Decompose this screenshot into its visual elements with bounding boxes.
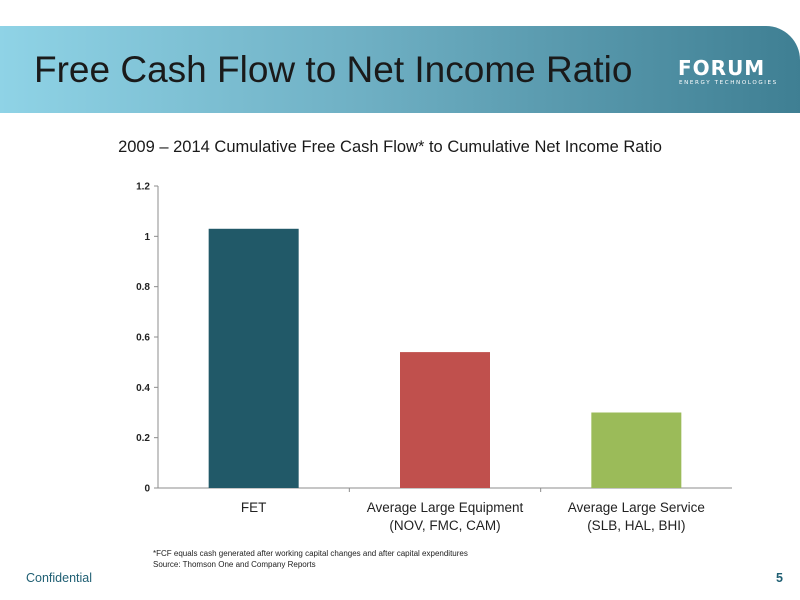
bar bbox=[591, 412, 682, 488]
x-tick-label: Average Large Equipment bbox=[367, 500, 524, 515]
x-tick-label: (SLB, HAL, BHI) bbox=[587, 518, 685, 533]
y-tick-label: 0 bbox=[144, 484, 150, 495]
x-tick-label: FET bbox=[241, 500, 267, 515]
page-number: 5 bbox=[776, 571, 783, 585]
y-tick-label: 0.6 bbox=[136, 333, 150, 344]
y-tick-label: 0.4 bbox=[136, 383, 150, 394]
x-tick-label: (NOV, FMC, CAM) bbox=[389, 518, 500, 533]
y-tick-label: 1.2 bbox=[136, 182, 150, 193]
y-tick-label: 1 bbox=[144, 232, 150, 243]
confidential-label: Confidential bbox=[26, 571, 93, 585]
footnote-fcf: *FCF equals cash generated after working… bbox=[153, 549, 468, 558]
title-banner bbox=[0, 26, 800, 113]
bar bbox=[400, 352, 490, 488]
logo-wordmark: FORUM bbox=[678, 56, 766, 80]
x-tick-label: Average Large Service bbox=[568, 500, 705, 515]
logo-tagline: ENERGY TECHNOLOGIES bbox=[679, 80, 778, 86]
y-tick-label: 0.2 bbox=[136, 433, 150, 444]
y-tick-label: 0.8 bbox=[136, 282, 150, 293]
forum-logo: FORUM ENERGY TECHNOLOGIES bbox=[678, 58, 782, 88]
footnotes: *FCF equals cash generated after working… bbox=[153, 548, 468, 570]
page-title: Free Cash Flow to Net Income Ratio bbox=[34, 49, 633, 90]
footnote-source: Source: Thomson One and Company Reports bbox=[153, 560, 316, 569]
bar bbox=[208, 228, 299, 489]
chart-title: 2009 – 2014 Cumulative Free Cash Flow* t… bbox=[118, 138, 662, 156]
